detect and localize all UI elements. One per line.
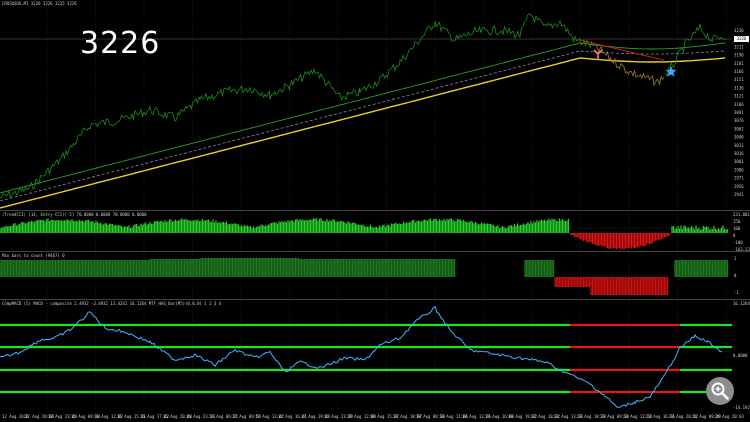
magnifier-plus-icon	[711, 382, 729, 400]
price-scale-label: 3016	[734, 151, 744, 156]
time-axis-label: 17 Aug 19:48	[301, 414, 330, 419]
time-axis-label: 23 Aug 20:12	[669, 414, 698, 419]
bars-pane[interactable]: Max bars to count (9467) 0 1 0 -1	[0, 251, 750, 299]
time-axis-label: 19 Aug 19:02	[508, 414, 537, 419]
time-axis-label: 18 Aug 18:07	[393, 414, 422, 419]
time-axis-label: 16 Aug 17:42	[140, 414, 169, 419]
time-axis-label: 17 Aug 13:42	[255, 414, 284, 419]
cci-pane[interactable]: (TrendCCI) (14, Entry-CCI)(-5) 70.0000 0…	[0, 210, 750, 251]
price-scale-label: 2971	[734, 176, 744, 181]
price-scale-label: 3166	[734, 69, 744, 74]
cci-pane-label: (TrendCCI) (14, Entry-CCI)(-5) 70.0000 0…	[2, 212, 147, 217]
time-axis-label: 12 Aug 2016	[2, 414, 29, 419]
time-axis-label: 17 Aug 23:29	[324, 414, 353, 419]
price-scale-label: 2956	[734, 184, 744, 189]
cci-scale-label: 0	[733, 233, 736, 238]
main-price-scale: 3236322632113196318131663151313631213106…	[734, 28, 744, 197]
ma-mid-line	[0, 50, 726, 202]
price-scale-label: 3211	[734, 44, 744, 49]
cci-histogram	[0, 211, 732, 251]
main-chart-svg[interactable]	[0, 0, 732, 209]
time-axis-label: 19 Aug 11:06	[439, 414, 468, 419]
bars-histogram	[0, 252, 729, 299]
time-axis-label: 17 Aug 09:50	[232, 414, 261, 419]
ma-slow-line	[0, 57, 726, 209]
price-scale-label: 3076	[734, 118, 744, 123]
time-axis-label: 23 Aug 12:20	[623, 414, 652, 419]
macd-line	[0, 305, 723, 408]
bars-scale: 1 0 -1	[734, 256, 739, 295]
time-axis-label: 23 Aug 09:30	[600, 414, 629, 419]
price-scale-label: 2941	[734, 192, 744, 197]
time-axis-label: 16 Aug 23:10	[186, 414, 215, 419]
macd-chart	[0, 300, 732, 411]
price-scale-label: 3106	[734, 102, 744, 107]
main-chart-header: CROSUSDX,M1 3226 3226 3225 3226	[2, 1, 77, 6]
time-axis-label: 16 Aug 20:40	[163, 414, 192, 419]
time-axis-label: 17 Aug 16:41	[278, 414, 307, 419]
time-axis-label: 12 Aug 23:44	[48, 414, 77, 419]
zoom-button[interactable]	[706, 377, 734, 405]
time-axis-label: 19 Aug 13:26	[462, 414, 491, 419]
time-axis-label: 18 Aug 15:22	[370, 414, 399, 419]
price-scale-label: 3181	[734, 61, 744, 66]
sell-arrow-icon	[593, 49, 603, 60]
time-axis-label: 17 Aug 06:21	[209, 414, 238, 419]
price-scale-label: 3151	[734, 77, 744, 82]
cci-scale-label: 150	[733, 219, 741, 224]
cci-scale-label: 231.0017	[733, 212, 750, 217]
price-line-bearish	[595, 43, 665, 87]
time-axis-label: 12 Aug 20:00	[25, 414, 54, 419]
price-scale-label: 3031	[734, 143, 744, 148]
time-axis-label: 16 Aug 15:11	[117, 414, 146, 419]
time-axis-label: 22 Aug 13:30	[554, 414, 583, 419]
cci-scale: 231.0017 150 100 0 -100 -163.2367	[733, 212, 750, 251]
main-chart-pane[interactable]: CROSUSDX,M1 3226 3226 3225 3226 3226 323…	[0, 0, 750, 209]
cci-scale-label: -163.2367	[733, 247, 750, 251]
price-scale-label: 3121	[734, 94, 744, 99]
price-scale-label: 3196	[734, 53, 744, 58]
price-scale-label: 3236	[734, 28, 744, 33]
cci-scale-label: 100	[733, 226, 741, 231]
price-scale-label: 3046	[734, 135, 744, 140]
cci-scale-label: -100	[733, 240, 743, 245]
time-axis-label: 22 Aug 18:39	[577, 414, 606, 419]
star-icon	[665, 66, 677, 77]
time-axis-label: 23 Aug 16:36	[646, 414, 675, 419]
bars-scale-label: 0	[734, 273, 737, 278]
bars-scale-label: 1	[734, 256, 737, 261]
time-axis-label: 19 Aug 16:00	[485, 414, 514, 419]
time-axis-label: 16 Aug 12:02	[94, 414, 123, 419]
bars-pane-label: Max bars to count (9467) 0	[2, 253, 65, 258]
time-axis-label: 18 Aug 12:09	[347, 414, 376, 419]
price-scale-label: 3061	[734, 126, 744, 131]
time-axis-label: 16 Aug 09:30	[71, 414, 100, 419]
price-scale-label: 2986	[734, 167, 744, 172]
time-axis-label: 19 Aug 08:30	[416, 414, 445, 419]
time-axis-label: 22 Aug 10:02	[531, 414, 560, 419]
price-scale-label: 3001	[734, 159, 744, 164]
current-price-box: 3226	[734, 36, 749, 42]
macd-scale-label: 16.1264	[733, 301, 750, 306]
bars-scale-label: -1	[734, 290, 739, 295]
price-scale-label: 3091	[734, 110, 744, 115]
time-axis-label: 24 Aug 09:49	[692, 414, 721, 419]
big-price-label: 3226	[80, 26, 161, 61]
price-scale-label: 3136	[734, 85, 744, 90]
macd-pane[interactable]: CompMACD (5) MACD - composite 2.4932 -2.…	[0, 299, 750, 411]
macd-pane-label: CompMACD (5) MACD - composite 2.4932 -2.…	[2, 301, 222, 306]
price-line	[0, 13, 595, 200]
time-axis-label: 24 Aug 20:03	[715, 414, 744, 419]
price-line-recovery	[665, 23, 726, 78]
signal-line	[579, 39, 665, 61]
macd-scale-label: 0.0000	[733, 353, 748, 358]
